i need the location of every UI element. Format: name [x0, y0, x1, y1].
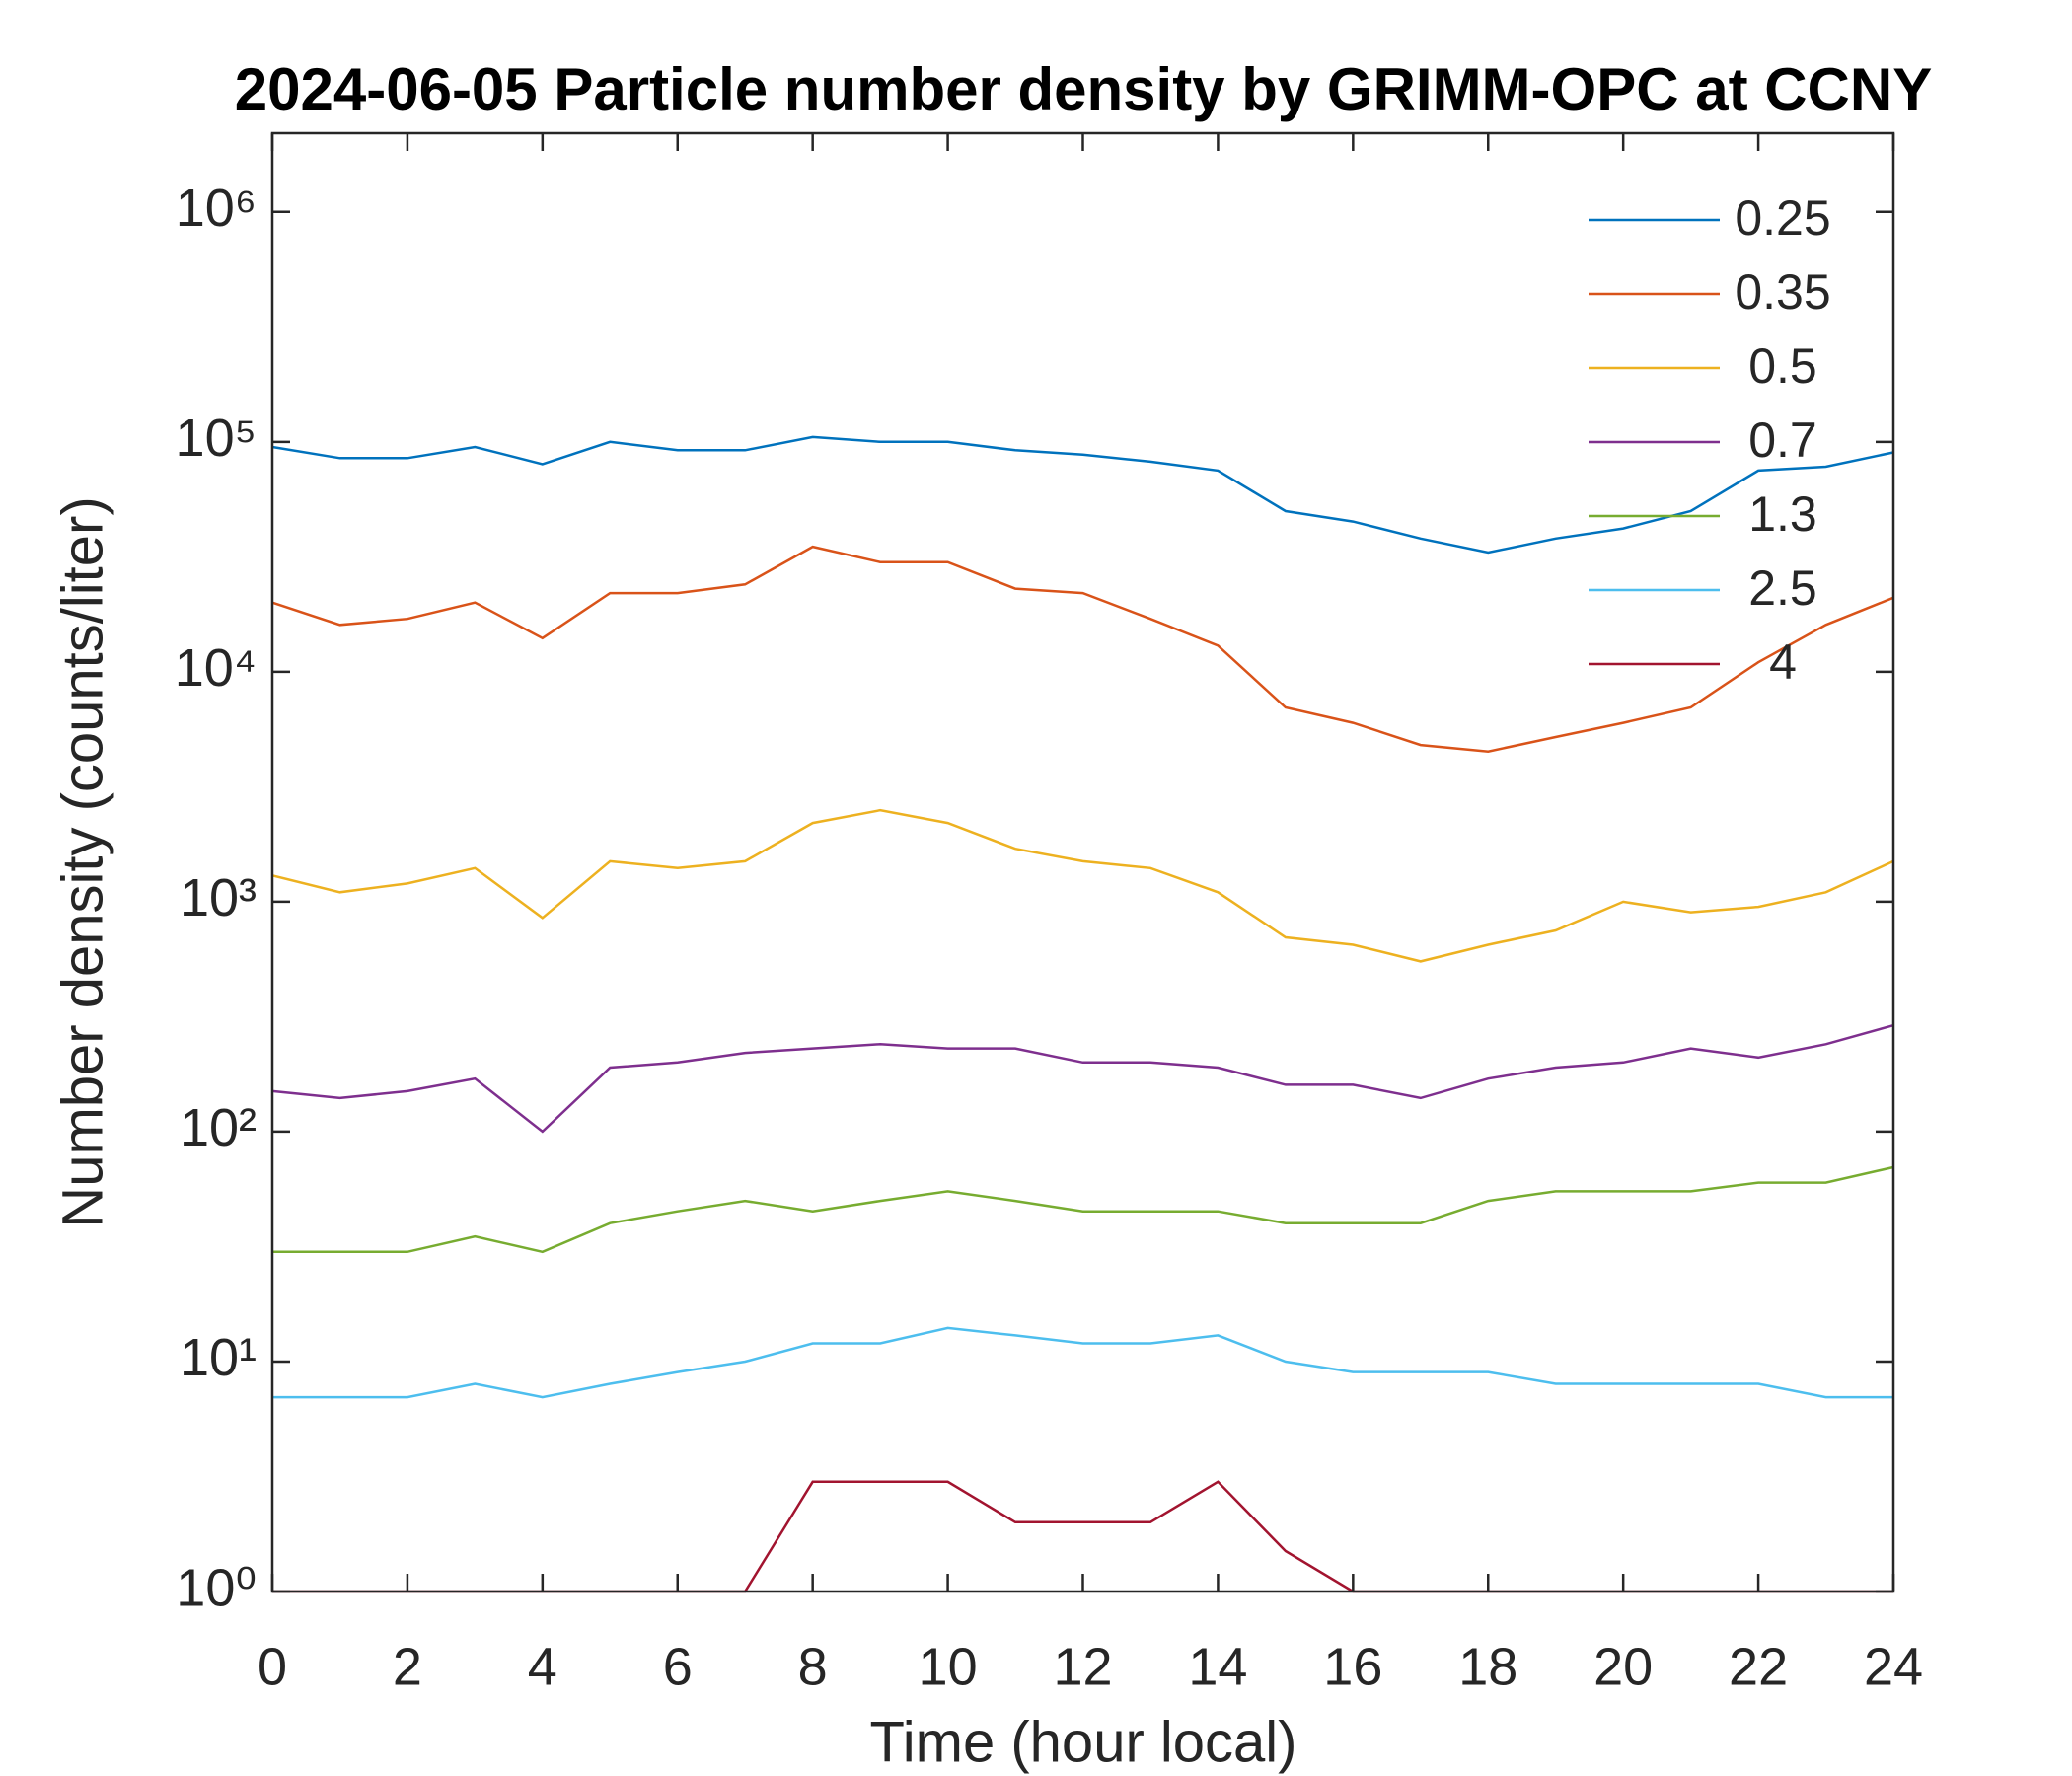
y-tick-label: 10⁰ [176, 1558, 257, 1617]
plot-area [271, 435, 1894, 1593]
series-line [271, 435, 1894, 555]
chart-title: 2024-06-05 Particle number density by GR… [235, 56, 1933, 122]
legend-label: 2.5 [1748, 560, 1817, 616]
legend-label: 4 [1769, 634, 1797, 690]
legend-label: 0.35 [1735, 264, 1830, 320]
series-line [271, 1023, 1894, 1134]
series-line [272, 1326, 1893, 1399]
y-tick-label: 10³ [180, 868, 257, 927]
series-line [271, 545, 1894, 753]
x-tick-label: 2 [393, 1637, 422, 1696]
x-tick-label: 20 [1593, 1637, 1653, 1696]
x-tick-label: 22 [1729, 1637, 1788, 1696]
legend-label: 0.5 [1748, 338, 1817, 394]
series-line [272, 1165, 1894, 1254]
x-tick-label: 4 [528, 1637, 557, 1696]
legend-label: 1.3 [1748, 486, 1817, 542]
legend-label: 0.7 [1748, 412, 1817, 468]
y-tick-label: 10¹ [180, 1328, 257, 1387]
x-tick-label: 12 [1053, 1637, 1112, 1696]
x-tick-label: 8 [798, 1637, 828, 1696]
y-tick-label: 10² [180, 1098, 257, 1157]
x-tick-label: 24 [1864, 1637, 1923, 1696]
x-axis-label: Time (hour local) [870, 1710, 1297, 1774]
x-tick-label: 10 [919, 1637, 978, 1696]
x-tick-label: 0 [258, 1637, 287, 1696]
series-line [271, 808, 1894, 963]
legend-label: 0.25 [1735, 190, 1830, 246]
x-tick-label: 6 [663, 1637, 693, 1696]
y-tick-label: 10⁵ [176, 408, 257, 468]
x-tick-label: 14 [1188, 1637, 1247, 1696]
x-tick-label: 18 [1458, 1637, 1517, 1696]
y-axis-label: Number density (counts/liter) [50, 496, 114, 1227]
x-tick-label: 16 [1323, 1637, 1382, 1696]
y-tick-label: 10⁴ [175, 638, 257, 698]
y-tick-label: 10⁶ [176, 179, 257, 238]
